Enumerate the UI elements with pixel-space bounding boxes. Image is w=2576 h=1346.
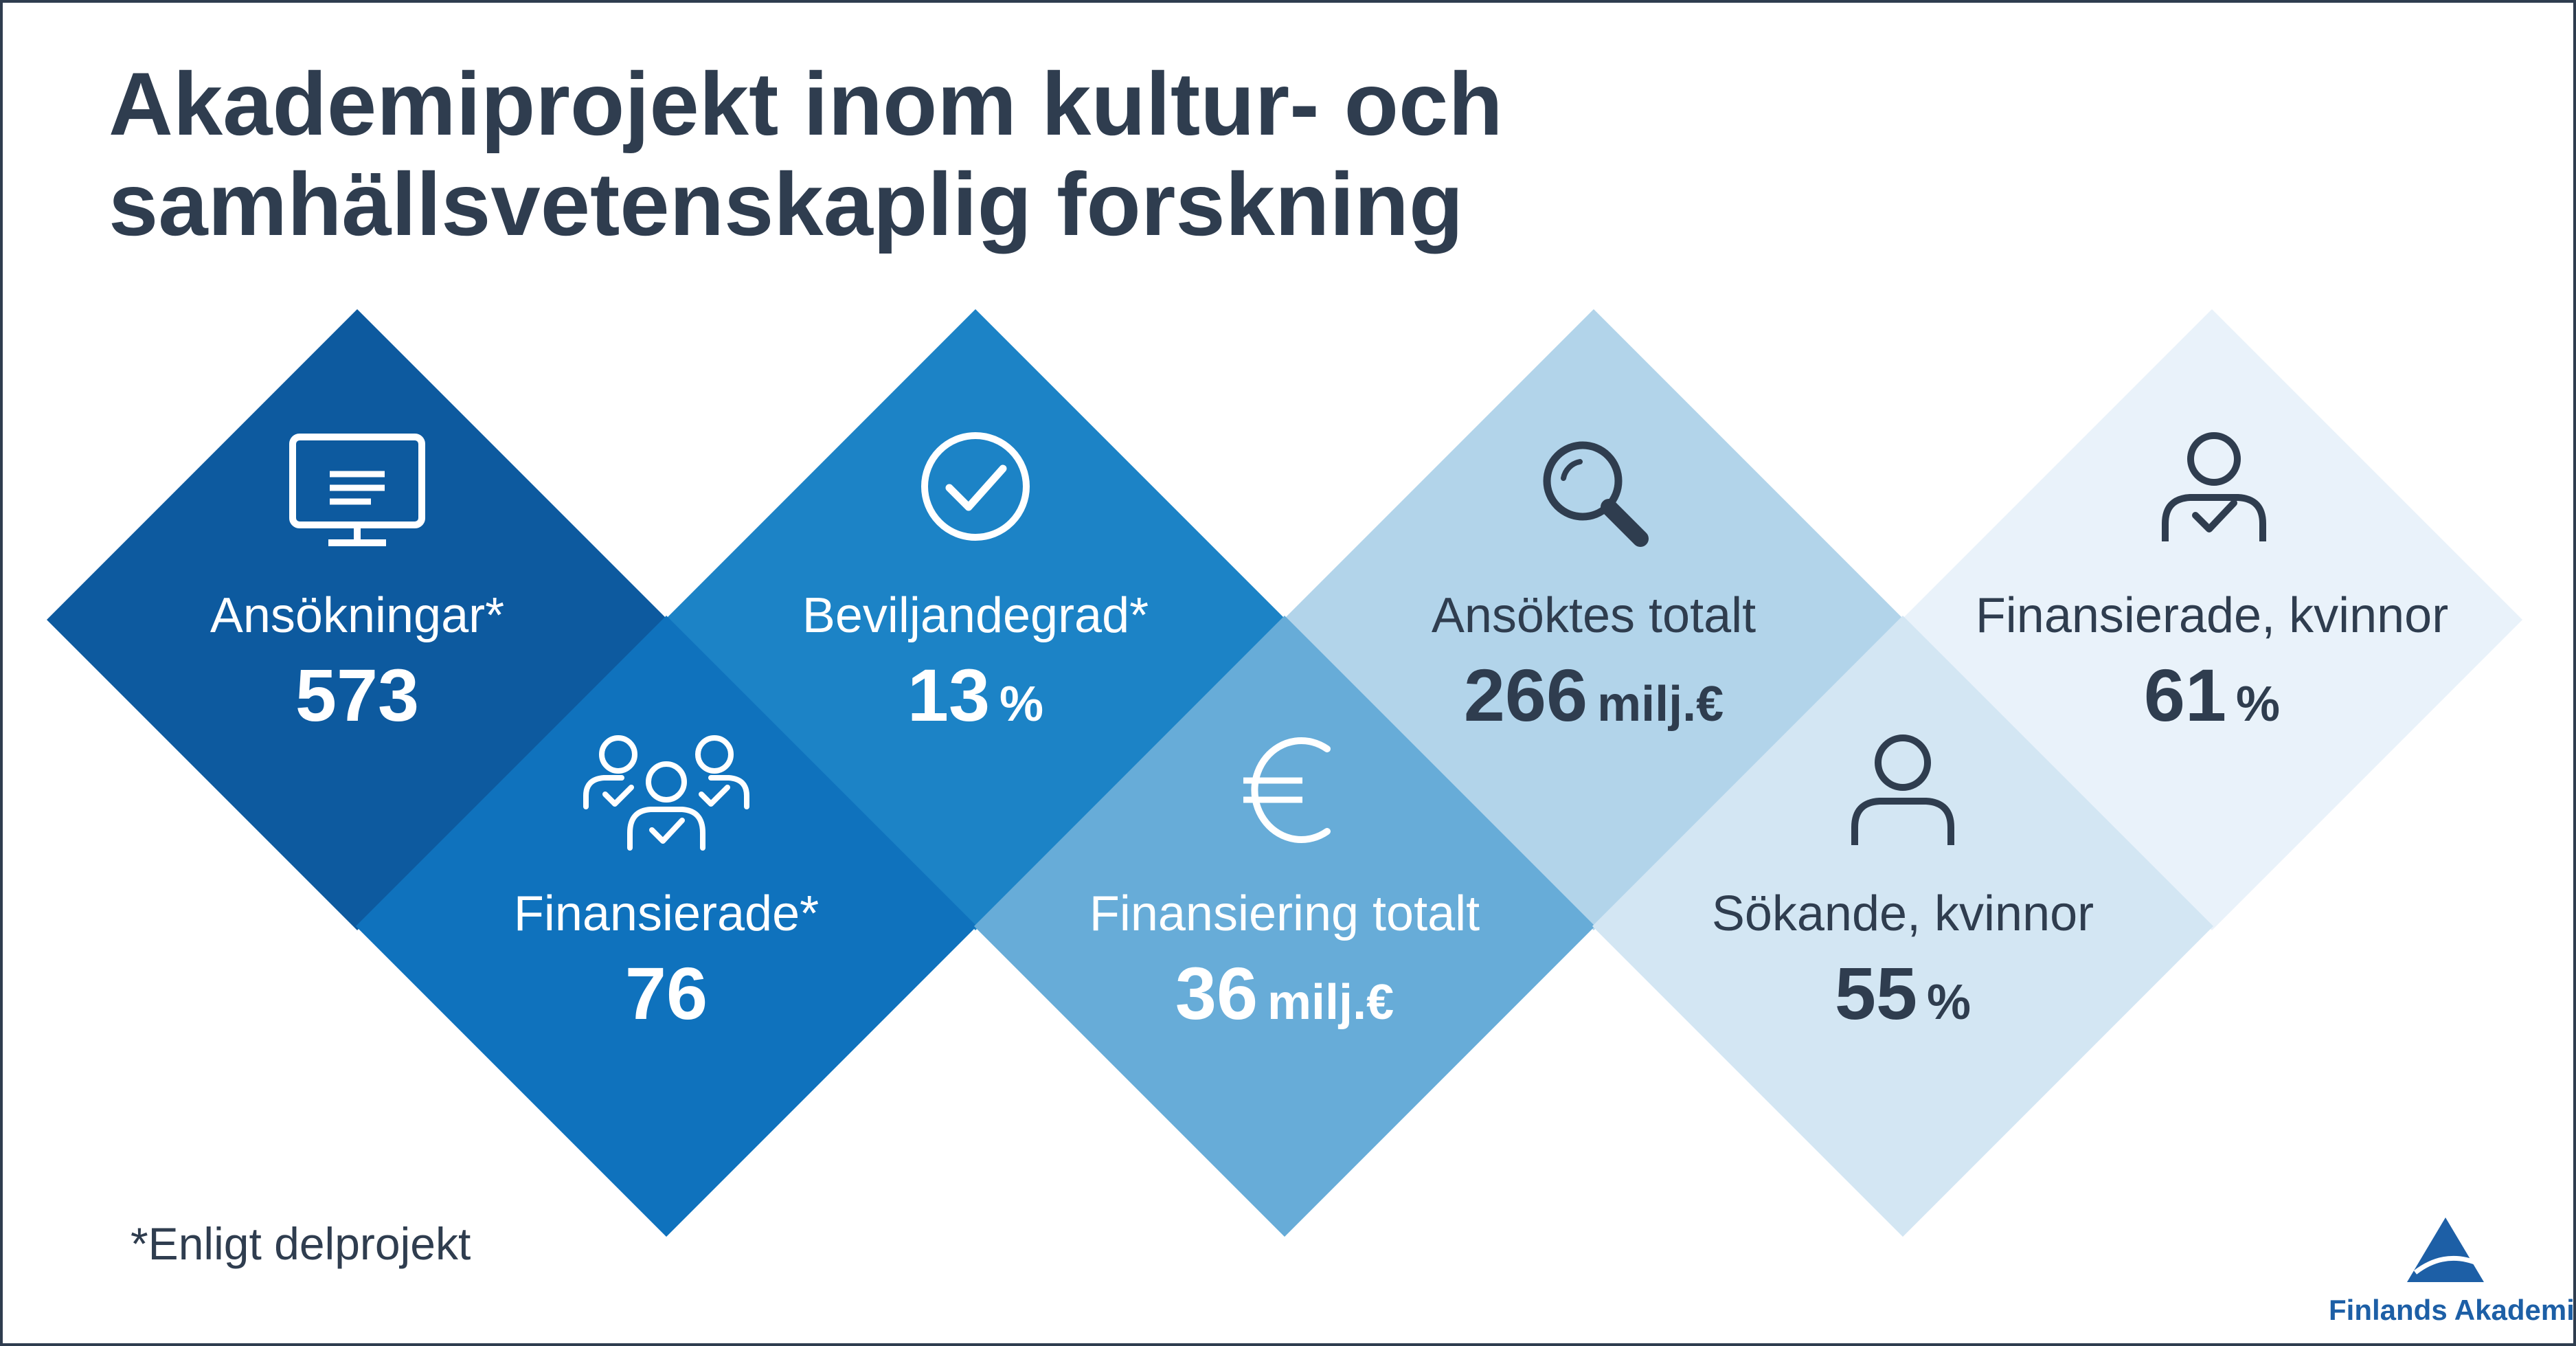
funding-total-value: 36 milj.€ — [975, 952, 1594, 1044]
funded-women-number: 61 — [2143, 653, 2227, 737]
funded-women-unit: % — [2236, 677, 2281, 732]
monitor-icon — [289, 434, 425, 546]
applied-total-label: Ansöktes totalt — [1431, 588, 1756, 643]
applied-total-number: 266 — [1463, 653, 1588, 737]
applicants-women-unit: % — [1927, 975, 1971, 1030]
magnifier-icon — [1543, 441, 1649, 547]
diamond-funded — [356, 616, 977, 1237]
title-line-2: samhällsvetenskaplig forskning — [109, 154, 1464, 254]
person-icon — [1851, 734, 1954, 845]
footnote: *Enligt delprojekt — [131, 1218, 471, 1269]
applicants-women-number: 55 — [1834, 952, 1918, 1035]
title-line-1: Akademiprojekt inom kultur- och — [109, 54, 1503, 154]
people-check-icon — [583, 735, 749, 851]
check-circle-icon — [921, 432, 1030, 541]
applications-number: 573 — [295, 653, 420, 737]
applicants-women-value: 55% — [1594, 952, 2212, 1044]
page-title: Akademiprojekt inom kultur- och samhälls… — [109, 54, 1895, 254]
funding-total-label: Finansiering totalt — [1089, 886, 1480, 941]
logo-text: Finlands Akademi — [2329, 1294, 2575, 1326]
funded-label: Finansierade* — [513, 886, 820, 941]
finlands-akademi-logo: Finlands Akademi — [2329, 1216, 2575, 1340]
approval-rate-label: Beviljandegrad* — [802, 588, 1149, 643]
diamond-funding-total — [974, 616, 1595, 1237]
euro-icon — [1243, 737, 1331, 843]
approval-rate-unit: % — [999, 677, 1044, 732]
applications-value: 573 — [48, 654, 666, 737]
funded-women-value: 61% — [1903, 654, 2521, 745]
funded-value: 76 — [357, 952, 975, 1035]
applications-label: Ansökningar* — [210, 588, 505, 643]
applied-total-value: 266 milj.€ — [1285, 654, 1903, 745]
diamond-applicants-women — [1592, 616, 2213, 1237]
approval-rate-number: 13 — [907, 653, 991, 737]
person-check-icon — [2162, 432, 2266, 541]
funding-total-unit: milj.€ — [1267, 975, 1394, 1030]
funding-total-number: 36 — [1175, 952, 1258, 1035]
funded-women-label: Finansierade, kvinnor — [1975, 588, 2449, 643]
applied-total-unit: milj.€ — [1597, 677, 1724, 732]
triangle-logo-icon — [2407, 1218, 2484, 1282]
funded-number: 76 — [624, 952, 708, 1035]
applicants-women-label: Sökande, kvinnor — [1711, 886, 2094, 941]
approval-rate-value: 13% — [666, 654, 1285, 745]
